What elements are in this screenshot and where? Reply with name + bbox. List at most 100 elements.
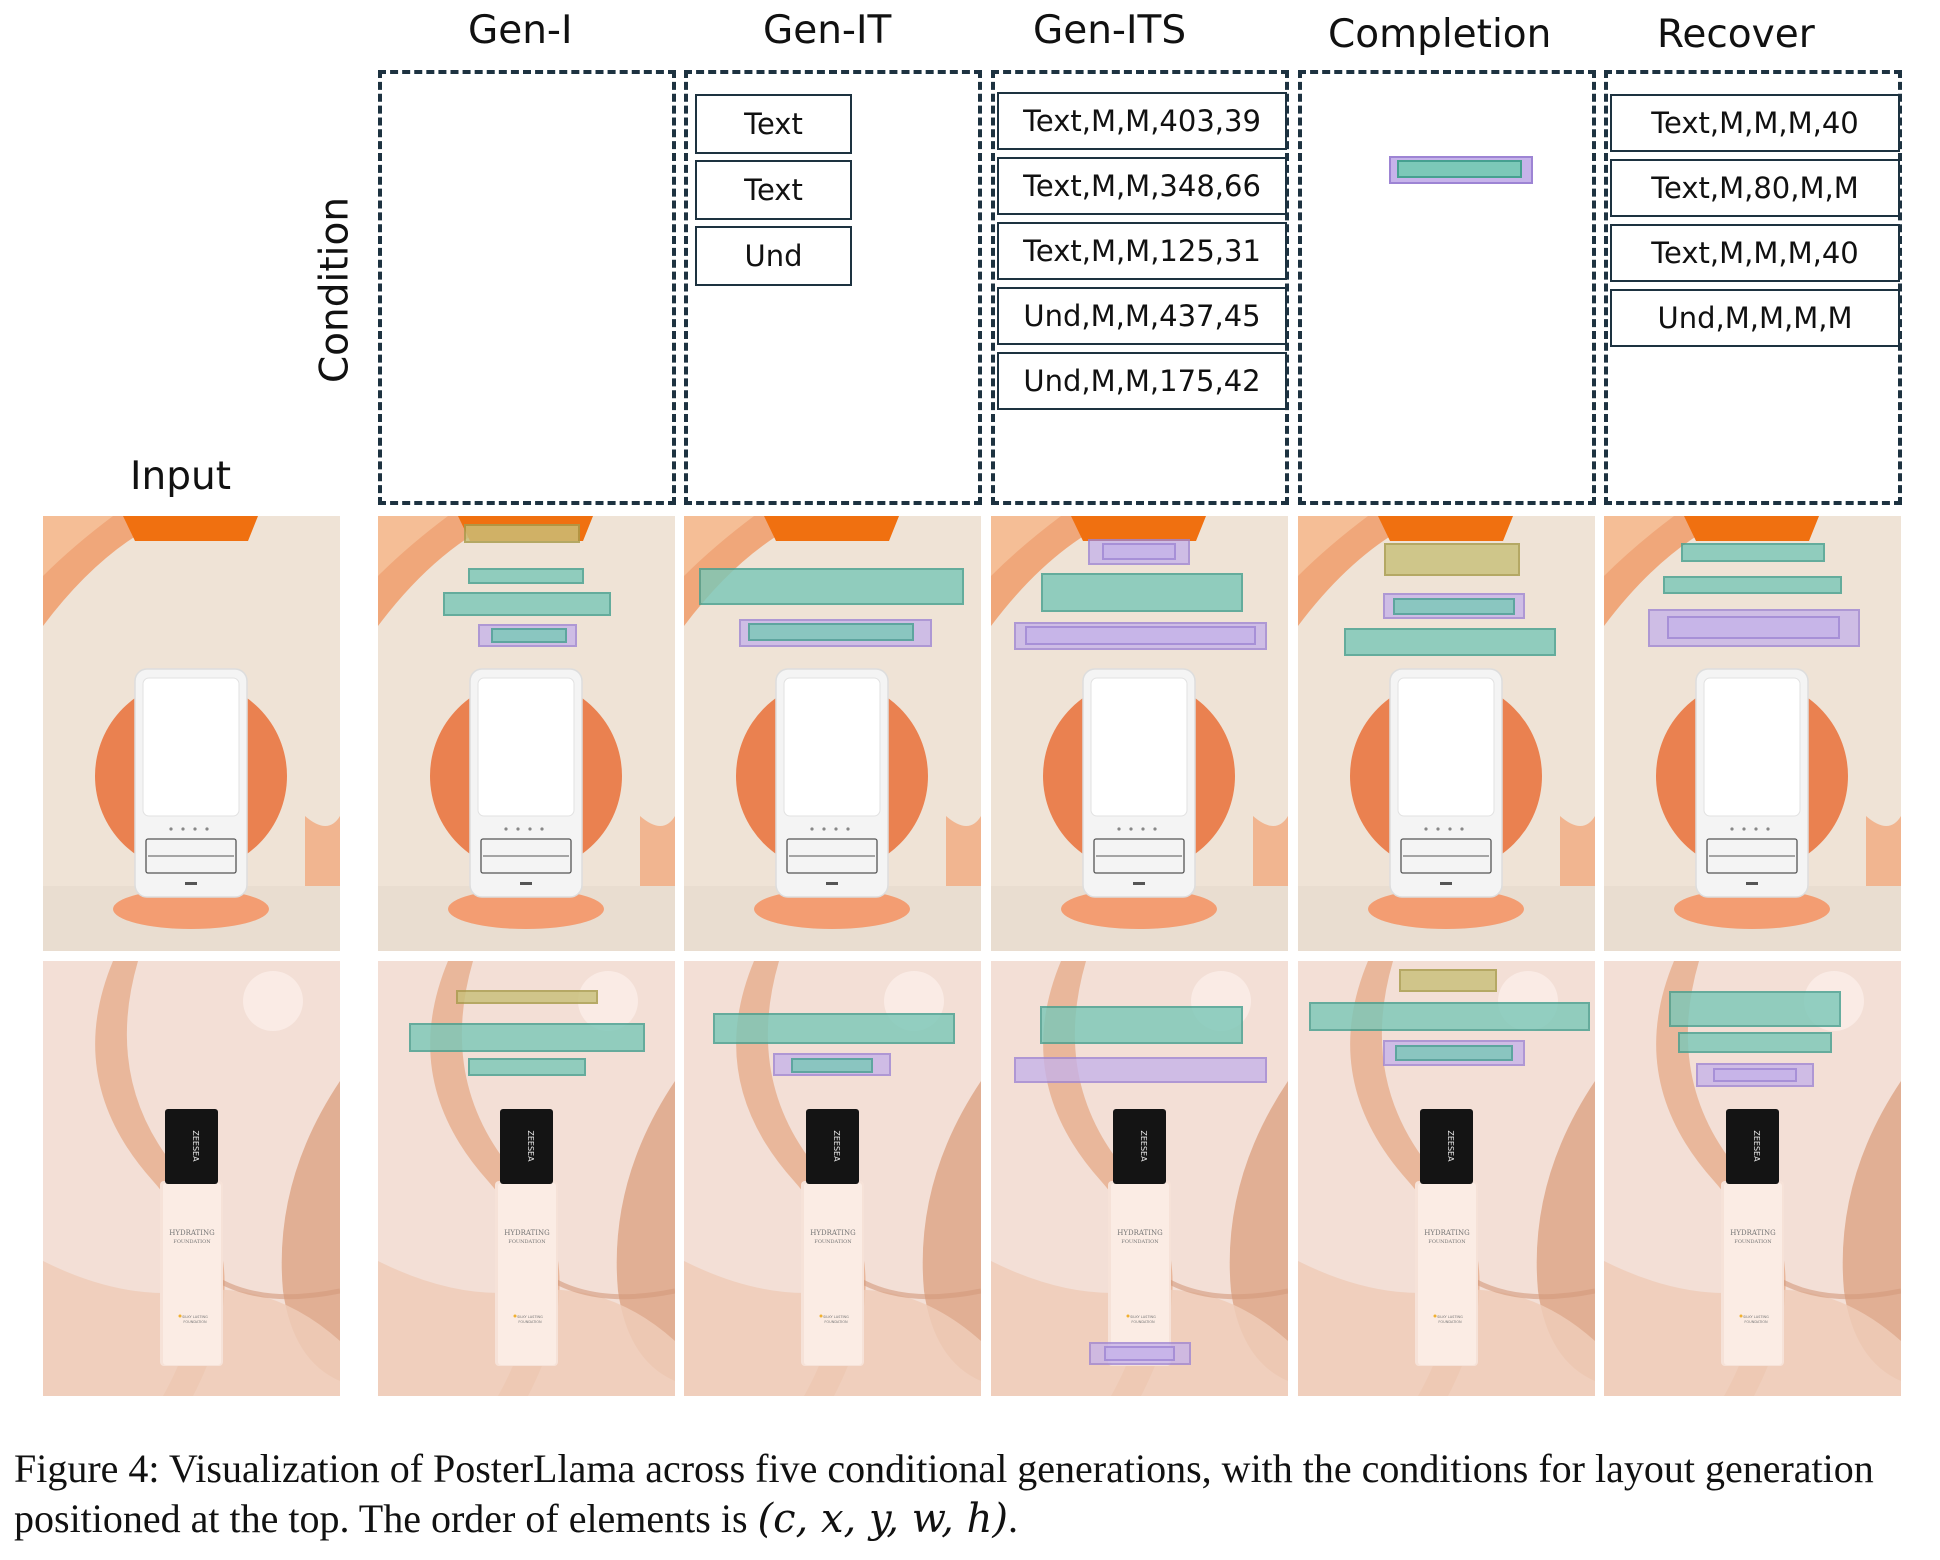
foundation-scene: ZEESEA HYDRATING FOUNDATION SILKY LASTIN… [1298, 961, 1595, 1396]
svg-text:HYDRATING: HYDRATING [504, 1229, 550, 1237]
underlay-layout-box [1102, 543, 1176, 560]
text-layout-box [1040, 1006, 1243, 1044]
condition-box: Und,M,M,175,42 [997, 352, 1287, 410]
text-layout-box [1041, 573, 1243, 612]
underlay-layout-box [1667, 616, 1840, 639]
svg-text:ZEESEA: ZEESEA [832, 1130, 841, 1162]
panel-row1-gen-its [991, 516, 1288, 951]
text-layout-box [491, 628, 567, 643]
condition-box: Text [695, 94, 852, 154]
svg-text:SILKY LASTING: SILKY LASTING [517, 1315, 543, 1319]
condition-column-gen-its: Text,M,M,403,39 Text,M,M,348,66 Text,M,M… [991, 70, 1289, 505]
svg-text:SILKY LASTING: SILKY LASTING [1437, 1315, 1463, 1319]
svg-text:HYDRATING: HYDRATING [1424, 1229, 1470, 1237]
heater-scene [43, 516, 340, 951]
text-layout-box [713, 1013, 955, 1044]
text-layout-box [1681, 543, 1825, 562]
svg-text:FOUNDATION: FOUNDATION [824, 1320, 848, 1324]
condition-column-recover: Text,M,M,M,40 Text,M,80,M,M Text,M,M,M,4… [1604, 70, 1902, 505]
text-layout-box [748, 623, 914, 641]
panel-row2-gen-its: ZEESEA HYDRATING FOUNDATION SILKY LASTIN… [991, 961, 1288, 1396]
header-completion: Completion [1328, 12, 1552, 57]
svg-text:FOUNDATION: FOUNDATION [1121, 1239, 1159, 1245]
text-layout-box [468, 568, 584, 584]
svg-text:SILKY LASTING: SILKY LASTING [182, 1315, 208, 1319]
svg-text:ZEESEA: ZEESEA [191, 1130, 200, 1162]
heater-scene [1298, 516, 1595, 951]
heater-scene [1604, 516, 1901, 951]
panel-row1-gen-it [684, 516, 981, 951]
condition-column-gen-i [378, 70, 676, 505]
caption-text: Figure 4: Visualization of PosterLlama a… [14, 1446, 1874, 1541]
svg-text:FOUNDATION: FOUNDATION [173, 1239, 211, 1245]
condition-label: Condition [312, 196, 358, 384]
panel-row2-recover: ZEESEA HYDRATING FOUNDATION SILKY LASTIN… [1604, 961, 1901, 1396]
header-recover: Recover [1657, 12, 1815, 57]
condition-column-gen-it: Text Text Und [684, 70, 982, 505]
panel-row1-input [43, 516, 340, 951]
panel-row1-recover [1604, 516, 1901, 951]
text-layout-box [1395, 1045, 1513, 1061]
svg-text:FOUNDATION: FOUNDATION [508, 1239, 546, 1245]
header-gen-its: Gen-ITS [1033, 8, 1187, 53]
condition-box: Text,M,80,M,M [1610, 159, 1900, 217]
svg-text:ZEESEA: ZEESEA [1446, 1130, 1455, 1162]
condition-box: Text [695, 160, 852, 220]
svg-text:FOUNDATION: FOUNDATION [1131, 1320, 1155, 1324]
svg-text:ZEESEA: ZEESEA [1752, 1130, 1761, 1162]
logo-layout-box [456, 990, 598, 1004]
svg-text:HYDRATING: HYDRATING [810, 1229, 856, 1237]
svg-text:FOUNDATION: FOUNDATION [1734, 1239, 1772, 1245]
figure-caption: Figure 4: Visualization of PosterLlama a… [14, 1444, 1934, 1544]
condition-box: Und,M,M,M,M [1610, 289, 1900, 347]
caption-suffix: . [1007, 1496, 1018, 1541]
underlay-layout-box [1025, 626, 1256, 645]
svg-text:SILKY LASTING: SILKY LASTING [1743, 1315, 1769, 1319]
condition-box: Text,M,M,403,39 [997, 92, 1287, 150]
condition-box: Und [695, 226, 852, 286]
svg-text:FOUNDATION: FOUNDATION [1428, 1239, 1466, 1245]
logo-layout-box [1384, 543, 1520, 576]
condition-column-completion [1298, 70, 1596, 505]
foundation-scene: ZEESEA HYDRATING FOUNDATION SILKY LASTIN… [378, 961, 675, 1396]
text-layout-box [791, 1058, 873, 1073]
svg-text:ZEESEA: ZEESEA [1139, 1130, 1148, 1162]
svg-text:HYDRATING: HYDRATING [1730, 1229, 1776, 1237]
condition-box: Text,M,M,348,66 [997, 157, 1287, 215]
text-layout-box [1678, 1032, 1832, 1053]
header-gen-i: Gen-I [468, 8, 573, 53]
underlay-layout-box [1713, 1068, 1797, 1082]
svg-text:SILKY LASTING: SILKY LASTING [1130, 1315, 1156, 1319]
condition-box: Text,M,M,M,40 [1610, 94, 1900, 152]
text-layout-box [468, 1058, 586, 1076]
underlay-layout-box [1104, 1346, 1175, 1361]
condition-box: Text,M,M,125,31 [997, 222, 1287, 280]
panel-row2-completion: ZEESEA HYDRATING FOUNDATION SILKY LASTIN… [1298, 961, 1595, 1396]
condition-box: Text,M,M,M,40 [1610, 224, 1900, 282]
foundation-scene: ZEESEA HYDRATING FOUNDATION SILKY LASTIN… [43, 961, 340, 1396]
panel-row1-completion [1298, 516, 1595, 951]
text-layout-box [699, 568, 964, 605]
logo-layout-box [1399, 969, 1497, 992]
panel-row2-input: ZEESEA HYDRATING FOUNDATION SILKY LASTIN… [43, 961, 340, 1396]
svg-text:HYDRATING: HYDRATING [1117, 1229, 1163, 1237]
caption-formula: (c, x, y, w, h) [757, 1496, 1008, 1542]
panel-row2-gen-it: ZEESEA HYDRATING FOUNDATION SILKY LASTIN… [684, 961, 981, 1396]
text-layout-box [1393, 598, 1515, 615]
text-layout-box [1669, 991, 1841, 1027]
logo-layout-box [464, 524, 580, 543]
svg-text:FOUNDATION: FOUNDATION [1744, 1320, 1768, 1324]
header-input: Input [130, 454, 231, 499]
panel-row1-gen-i [378, 516, 675, 951]
header-gen-it: Gen-IT [763, 8, 892, 53]
svg-text:FOUNDATION: FOUNDATION [518, 1320, 542, 1324]
svg-text:ZEESEA: ZEESEA [526, 1130, 535, 1162]
text-layout-box [443, 592, 611, 616]
svg-text:FOUNDATION: FOUNDATION [183, 1320, 207, 1324]
condition-box: Und,M,M,437,45 [997, 287, 1287, 345]
svg-text:FOUNDATION: FOUNDATION [814, 1239, 852, 1245]
svg-text:HYDRATING: HYDRATING [169, 1229, 215, 1237]
svg-text:FOUNDATION: FOUNDATION [1438, 1320, 1462, 1324]
underlay-layout-box [1014, 1057, 1267, 1083]
panel-row2-gen-i: ZEESEA HYDRATING FOUNDATION SILKY LASTIN… [378, 961, 675, 1396]
